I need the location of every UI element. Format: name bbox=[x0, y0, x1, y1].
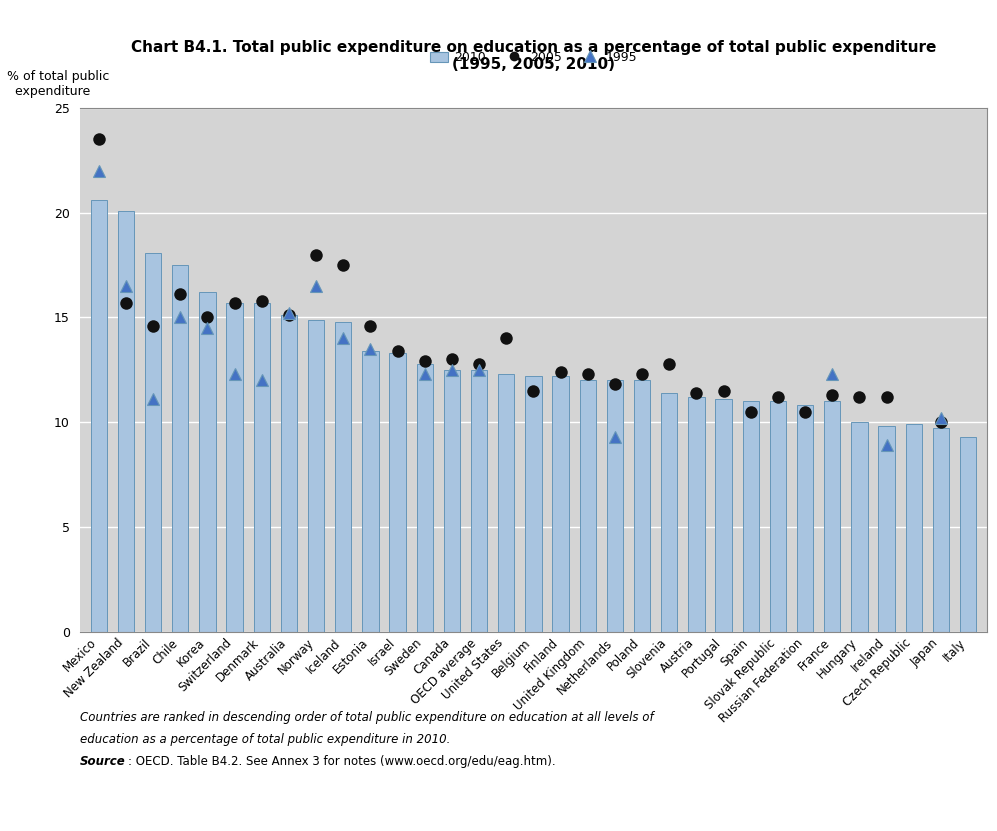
Bar bbox=[253, 302, 270, 632]
Bar bbox=[905, 425, 922, 632]
Bar bbox=[797, 406, 814, 632]
Bar bbox=[281, 315, 297, 632]
Bar bbox=[878, 426, 894, 632]
Bar bbox=[145, 253, 162, 632]
Bar bbox=[172, 265, 188, 632]
Bar bbox=[770, 401, 786, 632]
Bar bbox=[716, 399, 732, 632]
Text: education as a percentage of total public expenditure in 2010.: education as a percentage of total publi… bbox=[80, 733, 450, 746]
Bar bbox=[825, 401, 840, 632]
Bar bbox=[851, 422, 867, 632]
Bar bbox=[525, 376, 541, 632]
Bar bbox=[118, 210, 134, 632]
Bar bbox=[933, 429, 949, 632]
Bar bbox=[362, 351, 379, 632]
Text: Countries are ranked in descending order of total public expenditure on educatio: Countries are ranked in descending order… bbox=[80, 711, 653, 724]
Bar bbox=[607, 381, 623, 632]
Bar bbox=[743, 401, 759, 632]
Bar bbox=[471, 370, 488, 632]
Bar bbox=[960, 437, 976, 632]
Bar bbox=[444, 370, 460, 632]
Title: Chart B4.1. Total public expenditure on education as a percentage of total publi: Chart B4.1. Total public expenditure on … bbox=[131, 40, 936, 72]
Text: Source: Source bbox=[80, 755, 126, 769]
Bar bbox=[226, 302, 242, 632]
Bar bbox=[417, 363, 433, 632]
Bar bbox=[498, 374, 514, 632]
Bar bbox=[661, 393, 677, 632]
Bar bbox=[579, 381, 596, 632]
Bar bbox=[688, 397, 705, 632]
Text: % of total public
  expenditure: % of total public expenditure bbox=[7, 70, 110, 97]
Bar bbox=[390, 353, 406, 632]
Bar bbox=[335, 322, 351, 632]
Bar bbox=[199, 293, 215, 632]
Bar bbox=[634, 381, 650, 632]
Bar bbox=[308, 320, 324, 632]
Text: : OECD. Table B4.2. See Annex 3 for notes (www.oecd.org/edu/eag.htm).: : OECD. Table B4.2. See Annex 3 for note… bbox=[128, 755, 555, 769]
Legend: 2010, 2005, 1995: 2010, 2005, 1995 bbox=[425, 47, 642, 69]
Bar bbox=[552, 376, 568, 632]
Bar bbox=[91, 200, 107, 632]
